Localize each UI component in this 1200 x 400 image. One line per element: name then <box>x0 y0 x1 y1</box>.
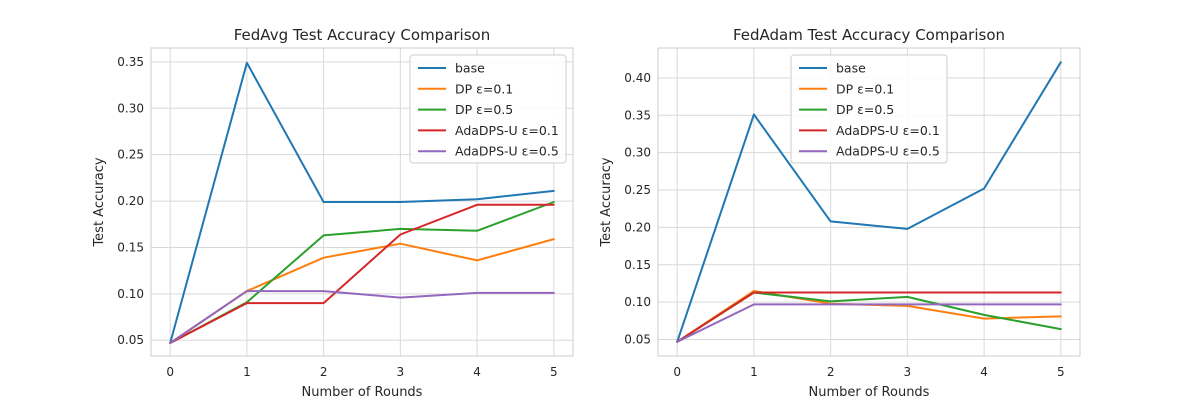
chart-title: FedAvg Test Accuracy Comparison <box>234 26 490 44</box>
x-tick-label: 3 <box>397 365 405 379</box>
legend-label: AdaDPS-U ε=0.1 <box>836 123 940 138</box>
series-line-1 <box>676 61 1062 343</box>
x-tick-label: 0 <box>673 365 681 379</box>
series-line-2 <box>169 238 555 344</box>
legend: base DP ε=0.1 DP ε=0.5 AdaDPS-U ε=0.1 AdaDPS… <box>409 54 567 164</box>
x-axis-label: Number of Rounds <box>302 385 423 400</box>
series-line-5 <box>169 290 555 344</box>
y-tick-label: 0.05 <box>624 333 651 347</box>
series-line-4 <box>169 203 555 344</box>
y-tick-label: 0.20 <box>117 194 144 208</box>
plot-frame <box>657 47 1081 357</box>
y-tick-label: 0.30 <box>624 146 651 160</box>
y-tick-label: 0.35 <box>624 108 651 122</box>
x-tick-label: 5 <box>1057 365 1065 379</box>
chart-panel-1: 0 1 2 3 4 5 0.05 0.10 0.15 0.20 0.25 0.30 0.35 FedAvg… <box>92 26 574 400</box>
y-tick-label: 0.25 <box>624 183 651 197</box>
y-tick-label: 0.10 <box>624 295 651 309</box>
y-axis-label: Test Accuracy <box>92 157 107 247</box>
x-tick-label: 1 <box>243 365 251 379</box>
y-tick-label: 0.40 <box>624 71 651 85</box>
series-line-5 <box>676 303 1062 343</box>
x-axis-label: Number of Rounds <box>809 385 930 400</box>
x-tick-label: 3 <box>904 365 912 379</box>
legend-label: AdaDPS-U ε=0.1 <box>455 123 559 138</box>
x-tick-label: 2 <box>827 365 835 379</box>
y-tick-label: 0.30 <box>117 101 144 115</box>
y-tick-label: 0.15 <box>624 258 651 272</box>
legend-box <box>790 54 948 164</box>
y-tick-label: 0.35 <box>117 55 144 69</box>
legend-label: DP ε=0.1 <box>836 81 894 96</box>
x-tick-label: 1 <box>750 365 758 379</box>
chart-title: FedAdam Test Accuracy Comparison <box>733 26 1005 44</box>
y-tick-label: 0.20 <box>624 220 651 234</box>
legend-label: base <box>455 61 485 76</box>
series-line-3 <box>169 201 555 344</box>
chart-panel-2: 0 1 2 3 4 5 0.05 0.10 0.15 0.20 0.25 0.30 0.35 0.40 Fe… <box>599 26 1081 400</box>
legend-box <box>409 54 567 164</box>
legend-label: AdaDPS-U ε=0.5 <box>455 144 559 159</box>
x-tick-label: 5 <box>550 365 558 379</box>
y-tick-label: 0.10 <box>117 287 144 301</box>
x-tick-label: 2 <box>320 365 328 379</box>
plot-frame <box>150 47 574 357</box>
y-axis-label: Test Accuracy <box>599 157 614 247</box>
legend-label: DP ε=0.1 <box>455 81 513 96</box>
legend: base DP ε=0.1 DP ε=0.5 AdaDPS-U ε=0.1 AdaDPS… <box>790 54 948 164</box>
legend-label: AdaDPS-U ε=0.5 <box>836 144 940 159</box>
y-tick-label: 0.25 <box>117 148 144 162</box>
series-line-1 <box>169 61 555 344</box>
x-tick-label: 0 <box>166 365 174 379</box>
legend-label: base <box>836 61 866 76</box>
series-line-4 <box>676 291 1062 343</box>
legend-label: DP ε=0.5 <box>455 102 513 117</box>
x-tick-label: 4 <box>473 365 481 379</box>
y-tick-label: 0.05 <box>117 333 144 347</box>
x-tick-label: 4 <box>980 365 988 379</box>
legend-label: DP ε=0.5 <box>836 102 894 117</box>
y-tick-label: 0.15 <box>117 240 144 254</box>
